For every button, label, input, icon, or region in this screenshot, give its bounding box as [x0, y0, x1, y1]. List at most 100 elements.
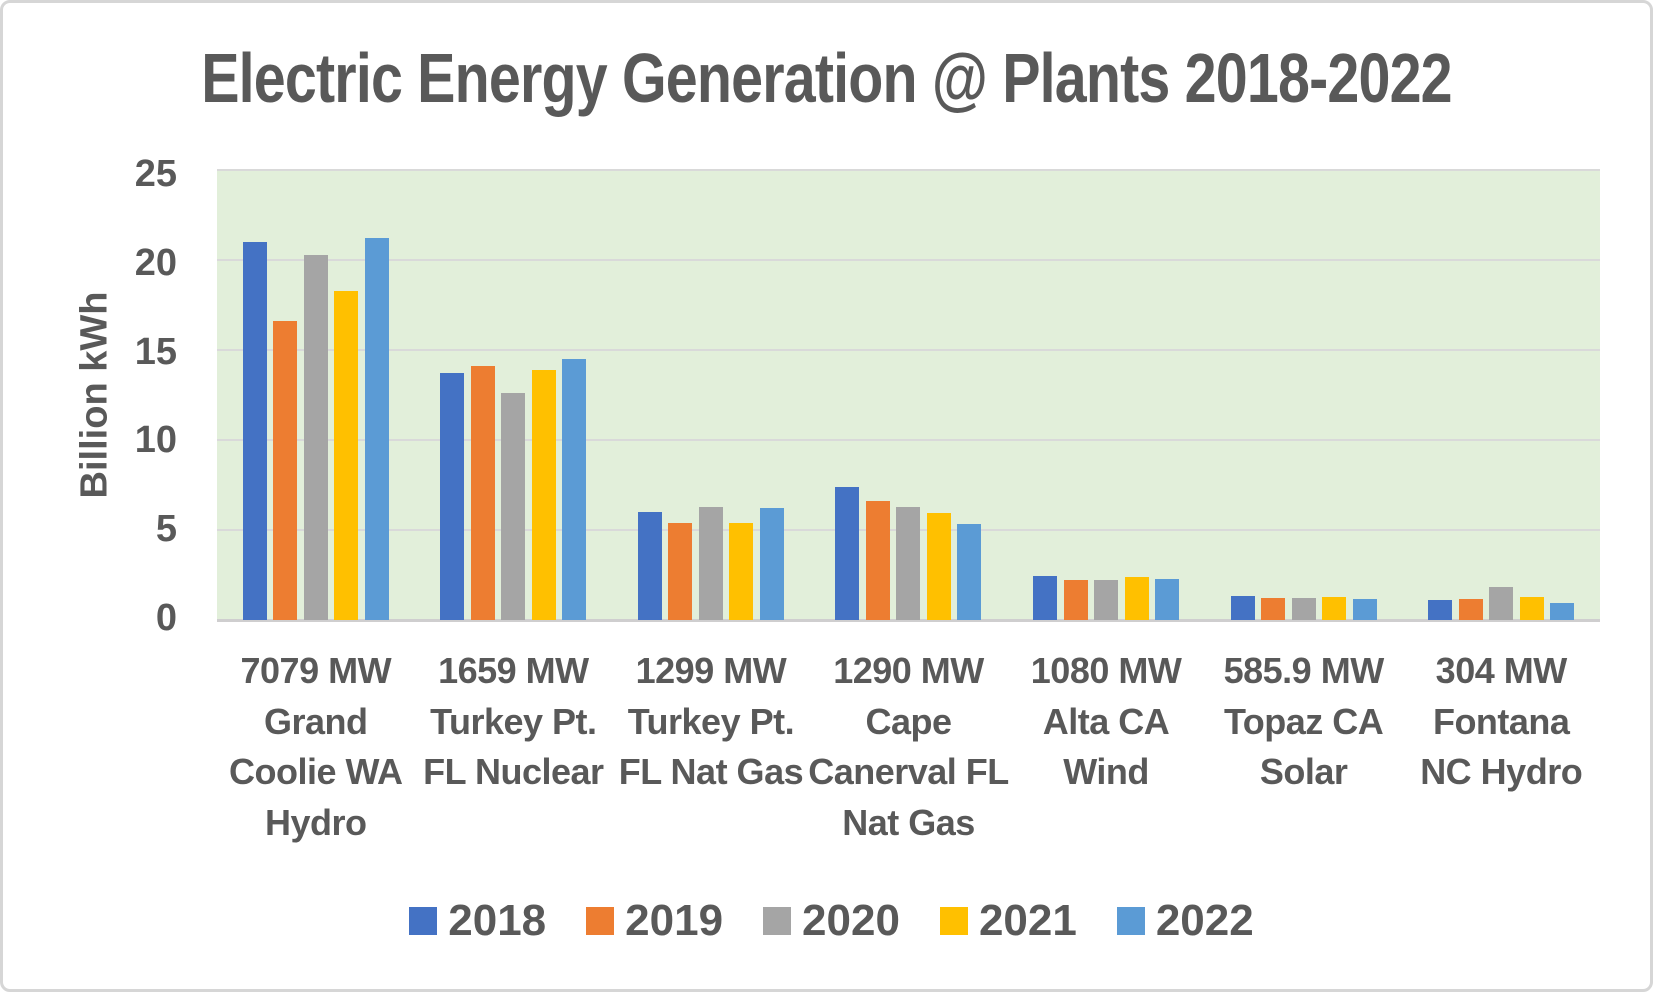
bar-2019-turkey-pt-nuclear	[470, 366, 495, 620]
bar-2020-fontana-hydro	[1489, 586, 1514, 620]
category-label-line: Fontana	[1432, 700, 1570, 742]
category-label-line: 304 MW	[1435, 650, 1568, 691]
bar-2022-cape-canerval	[957, 523, 982, 620]
bar-2020-grand-coolie-hydro	[303, 254, 328, 620]
gridline-20	[217, 259, 1600, 261]
bar-2018-grand-coolie-hydro	[242, 242, 267, 620]
category-label-line: NC Hydro	[1420, 751, 1583, 792]
y-axis-title: Billion kWh	[73, 291, 116, 499]
gridline-15	[217, 349, 1600, 351]
category-label-line: FL Nuclear	[423, 751, 604, 792]
bar-2020-cape-canerval	[896, 506, 921, 620]
bar-2019-grand-coolie-hydro	[273, 321, 298, 620]
gridline-10	[217, 439, 1600, 441]
category-label-line: Topaz CA	[1223, 700, 1384, 742]
category-label-topaz-solar: 585.9 MW Topaz CA Solar	[1164, 646, 1444, 798]
category-label-turkey-pt-nuclear: 1659 MW Turkey Pt. FL Nuclear	[373, 646, 653, 798]
category-label-turkey-pt-nat-gas: 1299 MW Turkey Pt. FL Nat Gas	[571, 646, 851, 798]
gridline-25	[217, 169, 1600, 171]
y-tick-label-15: 15	[134, 330, 177, 373]
legend-label-2022: 2022	[1155, 896, 1254, 945]
bar-2022-turkey-pt-nat-gas	[759, 508, 784, 620]
bar-2019-turkey-pt-nat-gas	[668, 522, 693, 620]
bar-2019-fontana-hydro	[1458, 599, 1483, 620]
category-label-line: Alta CA	[1042, 700, 1170, 742]
y-tick-label-0: 0	[155, 597, 177, 639]
legend-label-2021: 2021	[978, 896, 1077, 945]
legend-label-2018: 2018	[448, 896, 547, 945]
category-label-fontana-hydro: 304 MW Fontana NC Hydro	[1361, 646, 1641, 798]
legend-item-2021: 2021	[939, 896, 1077, 946]
bar-group-cape-canerval	[810, 170, 1008, 620]
category-label-line: Hydro	[265, 801, 367, 843]
category-label-line: Coolie WA	[229, 751, 403, 792]
bar-2022-turkey-pt-nuclear	[562, 359, 587, 620]
category-label-line: Cape	[865, 700, 952, 742]
bar-2021-fontana-hydro	[1519, 596, 1544, 620]
bar-2021-cape-canerval	[926, 512, 951, 620]
category-label-line: Nat Gas	[842, 801, 975, 843]
legend-item-2022: 2022	[1116, 896, 1254, 946]
x-axis-line	[217, 619, 1600, 622]
category-label-line: Grand	[264, 700, 368, 742]
bar-2018-turkey-pt-nat-gas	[637, 512, 662, 620]
bar-2020-alta-wind	[1094, 580, 1119, 620]
legend-label-2020: 2020	[802, 896, 900, 945]
bar-2020-topaz-solar	[1291, 597, 1316, 620]
category-label-line: Turkey Pt.	[627, 700, 795, 742]
bar-2018-topaz-solar	[1230, 595, 1255, 620]
bar-2021-topaz-solar	[1322, 596, 1347, 620]
bar-2019-topaz-solar	[1261, 598, 1286, 620]
legend-label-2019: 2019	[625, 896, 724, 945]
category-label-alta-wind: 1080 MW Alta CA Wind	[966, 646, 1246, 798]
category-label-line: Wind	[1063, 751, 1149, 792]
category-label-line: 1080 MW	[1030, 650, 1182, 691]
chart-title: Electric Energy Generation @ Plants 2018…	[201, 39, 1452, 117]
bar-2022-fontana-hydro	[1550, 602, 1575, 620]
bar-2018-fontana-hydro	[1428, 600, 1453, 620]
bar-2021-alta-wind	[1124, 576, 1149, 620]
y-tick-label-10: 10	[134, 419, 177, 462]
legend-swatch-icon-2022	[1116, 907, 1145, 935]
y-tick-label-5: 5	[155, 508, 177, 551]
legend-item-2018: 2018	[409, 896, 546, 946]
bar-2019-alta-wind	[1063, 579, 1088, 620]
bar-group-topaz-solar	[1205, 170, 1403, 620]
legend-swatch-icon-2018	[409, 907, 438, 935]
legend-item-2020: 2020	[763, 896, 900, 946]
y-tick-label-25: 25	[134, 153, 177, 195]
bar-2021-turkey-pt-nuclear	[531, 369, 556, 620]
legend-swatch-icon-2019	[586, 907, 615, 935]
y-tick-label-20: 20	[134, 241, 177, 284]
bar-group-turkey-pt-nat-gas	[612, 170, 810, 620]
category-label-line: 1290 MW	[833, 650, 984, 691]
bar-group-grand-coolie-hydro	[217, 170, 415, 620]
category-label-line: 7079 MW	[240, 650, 392, 691]
bar-2018-turkey-pt-nuclear	[440, 373, 465, 620]
legend-item-2019: 2019	[586, 896, 723, 946]
category-label-line: Canerval FL	[808, 751, 1009, 792]
bar-2021-turkey-pt-nat-gas	[729, 522, 754, 620]
legend: 2018 2019 2020 2021 2022	[5, 896, 1653, 946]
bar-2020-turkey-pt-nuclear	[501, 393, 526, 620]
bar-group-alta-wind	[1007, 170, 1205, 620]
category-label-cape-canerval: 1290 MW Cape Canerval FL Nat Gas	[769, 646, 1049, 848]
bar-2019-cape-canerval	[865, 501, 890, 620]
bar-group-fontana-hydro	[1402, 170, 1600, 620]
category-label-line: 585.9 MW	[1223, 650, 1385, 691]
category-label-line: FL Nat Gas	[618, 751, 804, 792]
bar-2020-turkey-pt-nat-gas	[698, 506, 723, 620]
bar-2022-alta-wind	[1155, 578, 1180, 620]
bar-group-turkey-pt-nuclear	[415, 170, 613, 620]
category-label-grand-coolie-hydro: 7079 MW Grand Coolie WA Hydro	[176, 646, 456, 848]
category-label-line: Solar	[1259, 751, 1348, 792]
bar-2018-alta-wind	[1033, 575, 1058, 620]
legend-swatch-icon-2020	[763, 907, 792, 935]
bar-2021-grand-coolie-hydro	[334, 290, 359, 620]
category-label-line: 1659 MW	[438, 650, 589, 691]
category-label-line: Turkey Pt.	[430, 700, 597, 742]
legend-swatch-icon-2021	[939, 907, 968, 935]
bar-2018-cape-canerval	[835, 486, 860, 620]
bar-2022-grand-coolie-hydro	[364, 238, 389, 620]
